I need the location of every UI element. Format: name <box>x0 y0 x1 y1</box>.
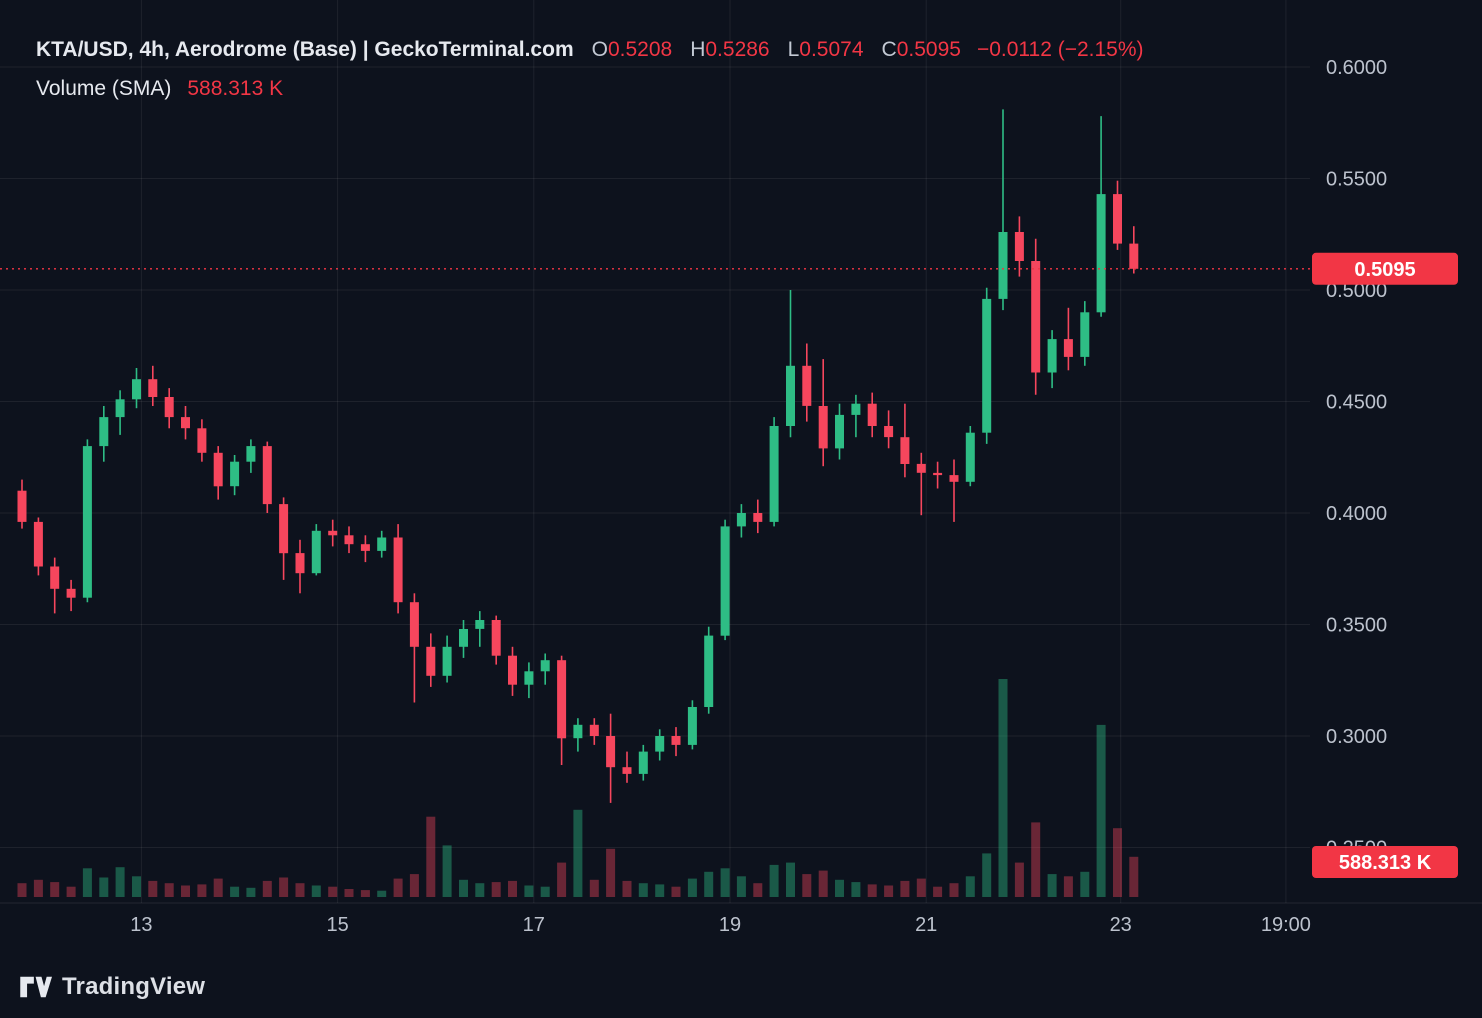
price-axis-labels[interactable]: 0.6000 0.5500 0.5000 0.4500 0.4000 0.3500 0.30… <box>1326 57 1387 860</box>
ohlc-high: H0.5286 <box>690 38 770 61</box>
tradingview-logo-icon <box>20 976 52 998</box>
svg-text:0.4000: 0.4000 <box>1326 503 1387 525</box>
svg-text:0.6000: 0.6000 <box>1326 57 1387 79</box>
ohlc-open: O0.5208 <box>591 38 673 61</box>
svg-text:21: 21 <box>915 914 937 936</box>
volume-bars <box>17 679 1139 897</box>
tradingview-brand-text: TradingView <box>62 973 206 1000</box>
candles <box>17 109 1139 803</box>
volume-indicator-value: 588.313 K <box>187 77 284 100</box>
price-change: −0.0112 (−2.15%) <box>976 38 1144 61</box>
svg-text:0.5000: 0.5000 <box>1326 280 1387 302</box>
svg-text:0.4500: 0.4500 <box>1326 392 1387 414</box>
svg-text:19:00: 19:00 <box>1261 914 1311 936</box>
ohlc-low: L0.5074 <box>787 38 864 61</box>
volume-indicator-label: Volume (SMA) <box>36 77 172 100</box>
last-price-badge: 0.5095 <box>1312 252 1458 285</box>
svg-text:0.5095: 0.5095 <box>1354 259 1415 281</box>
volume-sma-badge: 588.313 K <box>1312 846 1458 878</box>
chart-legend: KTA/USD, 4h, Aerodrome (Base) | GeckoTer… <box>36 38 1144 101</box>
svg-text:13: 13 <box>130 914 152 936</box>
tradingview-attribution[interactable]: TradingView <box>18 972 205 1002</box>
svg-text:588.313 K: 588.313 K <box>1339 852 1432 874</box>
svg-text:19: 19 <box>719 914 741 936</box>
svg-text:17: 17 <box>523 914 545 936</box>
svg-text:0.5500: 0.5500 <box>1326 169 1387 191</box>
symbol-title: KTA/USD, 4h, Aerodrome (Base) | GeckoTer… <box>36 38 574 61</box>
svg-text:0.3500: 0.3500 <box>1326 615 1387 637</box>
ohlc-close: C0.5095 <box>881 38 961 61</box>
time-axis-labels[interactable]: 13 15 17 19 21 23 19:00 <box>130 914 1311 936</box>
volume-legend-row: Volume (SMA) 588.313 K <box>36 77 1144 101</box>
symbol-legend-row: KTA/USD, 4h, Aerodrome (Base) | GeckoTer… <box>36 38 1144 62</box>
svg-text:0.3000: 0.3000 <box>1326 726 1387 748</box>
svg-text:23: 23 <box>1110 914 1132 936</box>
svg-text:15: 15 <box>326 914 348 936</box>
grid-lines <box>0 0 1482 904</box>
